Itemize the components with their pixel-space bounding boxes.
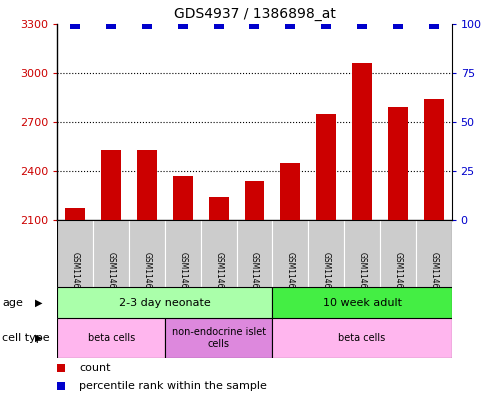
Bar [237,220,272,287]
Text: GSM1146036: GSM1146036 [250,252,259,303]
Bar [165,318,272,358]
Bar [388,107,408,220]
Bar [245,181,264,220]
Bar [280,163,300,220]
Bar [57,287,272,318]
Bar [272,318,452,358]
Bar [316,114,336,220]
Bar [308,220,344,287]
Text: 10 week adult: 10 week adult [322,298,402,308]
Text: GSM1146030: GSM1146030 [429,252,438,303]
Text: percentile rank within the sample: percentile rank within the sample [79,381,267,391]
Bar [93,220,129,287]
Point [250,20,258,27]
Text: GSM1146027: GSM1146027 [322,252,331,303]
Bar [380,220,416,287]
Bar [416,220,452,287]
Text: GSM1146031: GSM1146031 [71,252,80,303]
Text: ▶: ▶ [35,333,42,343]
Text: ▶: ▶ [35,298,42,308]
Point [71,20,79,27]
Text: non-endocrine islet
cells: non-endocrine islet cells [172,327,265,349]
Bar [209,197,229,220]
Bar [129,220,165,287]
Bar [137,151,157,220]
Text: GSM1146032: GSM1146032 [107,252,116,303]
Text: beta cells: beta cells [87,333,135,343]
Bar [57,318,165,358]
Bar [272,220,308,287]
Text: 2-3 day neonate: 2-3 day neonate [119,298,211,308]
Point [143,20,151,27]
Bar [57,220,93,287]
Title: GDS4937 / 1386898_at: GDS4937 / 1386898_at [174,7,335,21]
Text: age: age [2,298,23,308]
Bar [272,287,452,318]
Point [179,20,187,27]
Point [107,20,115,27]
Text: count: count [79,362,111,373]
Point [286,308,294,314]
Bar [201,220,237,287]
Bar [173,176,193,220]
Bar [424,99,444,220]
Point [430,20,438,27]
Text: GSM1146035: GSM1146035 [214,252,223,303]
Text: GSM1146028: GSM1146028 [357,252,366,303]
Text: GSM1146029: GSM1146029 [393,252,402,303]
Text: GSM1146026: GSM1146026 [286,252,295,303]
Text: cell type: cell type [2,333,50,343]
Point [286,141,294,147]
Text: beta cells: beta cells [338,333,386,343]
Bar [352,63,372,220]
Bar [165,220,201,287]
Bar [101,150,121,220]
Text: GSM1146033: GSM1146033 [143,252,152,303]
Point [286,20,294,27]
Bar [65,208,85,220]
Point [322,20,330,27]
Bar [344,220,380,287]
Point [358,20,366,27]
Point [394,20,402,27]
Text: GSM1146034: GSM1146034 [178,252,187,303]
Point [215,20,223,27]
